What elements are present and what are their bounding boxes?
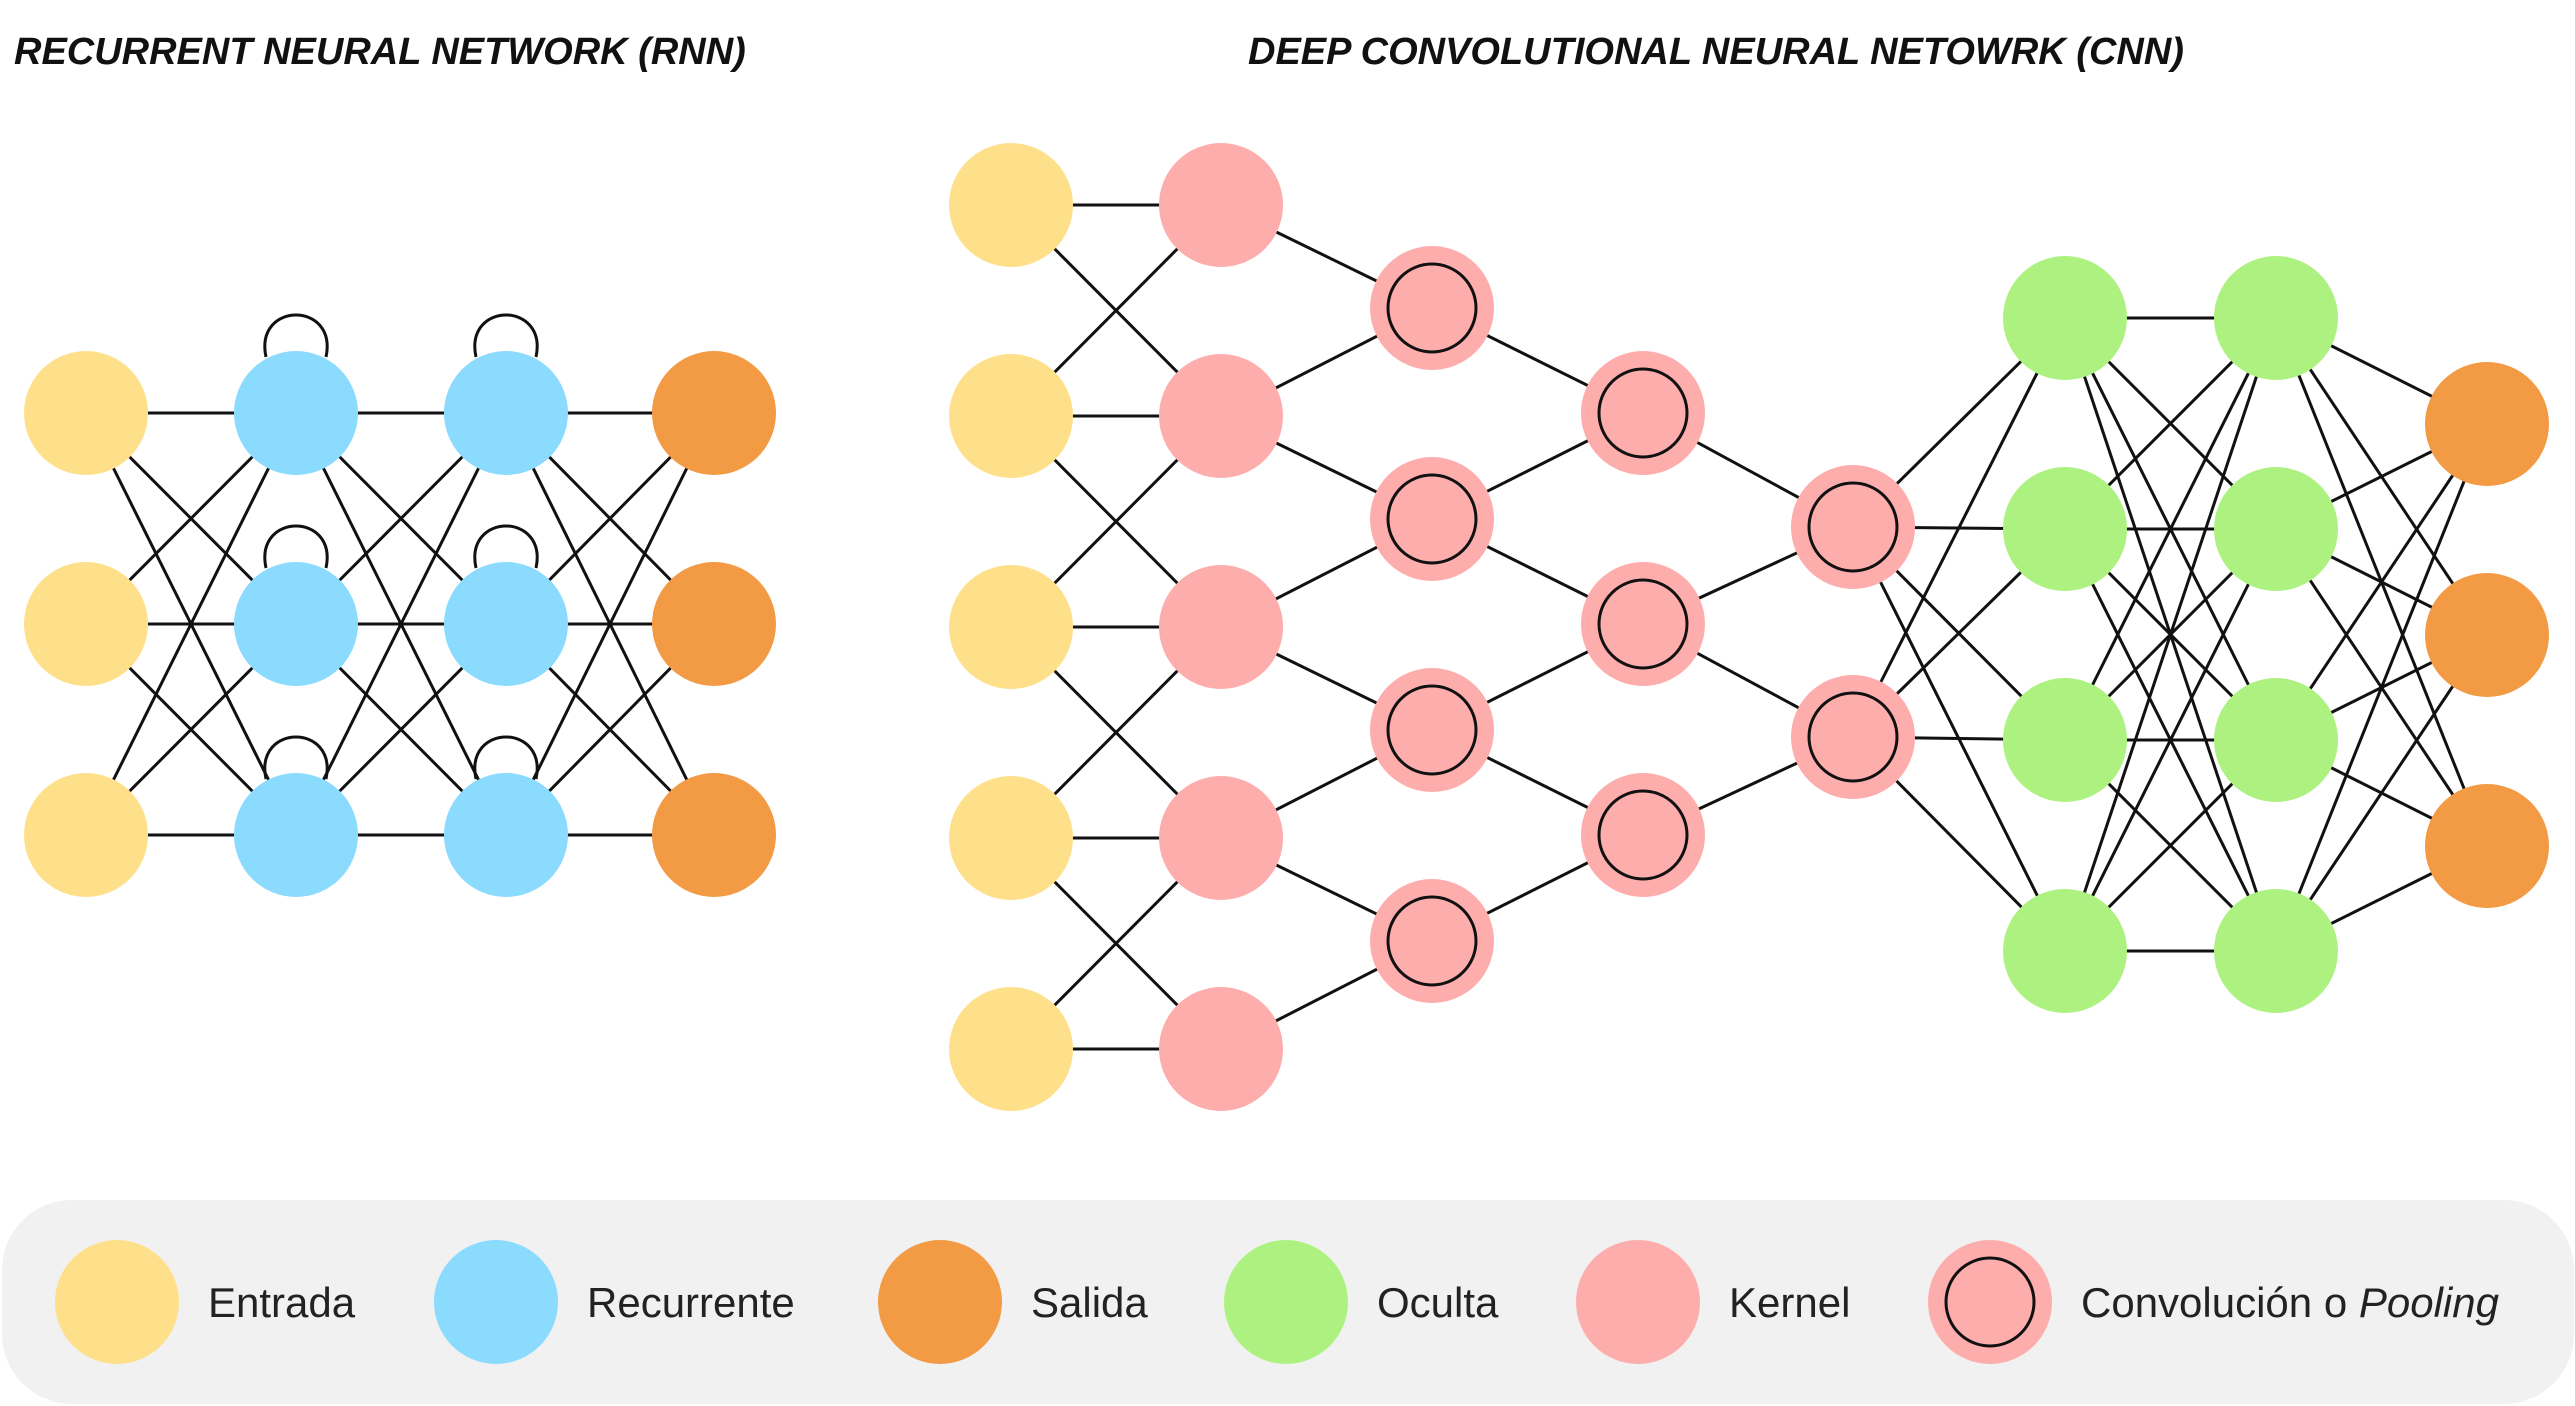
legend-label: Kernel [1729,1279,1850,1326]
rnn-recurrent-node [234,562,358,686]
self-loop [263,735,329,780]
rnn-recurrent-node [444,562,568,686]
rnn-output-node [652,773,776,897]
legend-label: Oculta [1377,1279,1499,1326]
cnn-connection [1851,317,2067,738]
self-loop [473,313,539,358]
cnn-output-node [2425,784,2549,908]
cnn-nodes [949,143,2549,1111]
cnn-hidden-node [2003,889,2127,1013]
legend-label: Convolución o Pooling [2081,1279,2499,1326]
rnn-input-node [24,562,148,686]
cnn-hidden-node [2214,256,2338,380]
recurrent-node-icon [434,1240,558,1364]
legend: Entrada Recurrente Salida Oculta Kernel Convo… [2,1200,2574,1404]
cnn-convolution-node [1791,465,1915,589]
cnn-connection [2063,317,2278,952]
cnn-hidden-node [2214,678,2338,802]
rnn-recurrent-node [444,351,568,475]
legend-label: Recurrente [587,1279,795,1326]
cnn-convolution-node [1581,562,1705,686]
cnn-convolution-node [1370,246,1494,370]
legend-label: Entrada [208,1279,356,1326]
cnn-input-node [949,354,1073,478]
rnn-output-node [652,351,776,475]
rnn-connection [294,412,508,836]
legend-item-hidden: Oculta [1224,1240,1499,1364]
cnn-hidden-node [2214,889,2338,1013]
legend-item-input: Entrada [55,1240,356,1364]
legend-item-kernel: Kernel [1576,1240,1850,1364]
rnn-input-node [24,773,148,897]
cnn-title: DEEP CONVOLUTIONAL NEURAL NETOWRK (CNN) [1248,31,2184,73]
cnn-hidden-node [2003,678,2127,802]
legend-item-recurrent: Recurrente [434,1240,795,1364]
cnn-convolution-node [1370,668,1494,792]
cnn-convolution-node [1370,457,1494,581]
rnn-title: RECURRENT NEURAL NETWORK (RNN) [14,31,746,73]
cnn-kernel-node [1159,776,1283,900]
cnn-connection [2063,528,2278,952]
cnn-input-node [949,143,1073,267]
cnn-kernel-node [1159,565,1283,689]
rnn-connection [504,412,716,836]
cnn-connection [2274,634,2489,952]
input-node-icon [55,1240,179,1364]
cnn-convolution-node [1370,879,1494,1003]
cnn-kernel-node [1159,354,1283,478]
rnn-connection [84,412,298,836]
kernel-node-icon [1576,1240,1700,1364]
cnn-kernel-node [1159,143,1283,267]
cnn-output-node [2425,573,2549,697]
hidden-node-icon [1224,1240,1348,1364]
cnn-convolution-node [1581,351,1705,475]
rnn-recurrent-node [444,773,568,897]
cnn-connection [2063,317,2278,741]
rnn-recurrent-node [234,351,358,475]
cnn-connection [2274,423,2489,741]
self-loop [263,524,329,569]
cnn-convolution-node [1791,675,1915,799]
legend-item-output: Salida [878,1240,1148,1364]
cnn-kernel-node [1159,987,1283,1111]
rnn-recurrent-node [234,773,358,897]
legend-item-convolution: Convolución o Pooling [1928,1240,2499,1364]
cnn-input-node [949,987,1073,1111]
self-loop [473,735,539,780]
cnn-connection [2274,423,2489,952]
rnn-self-loops [263,313,539,780]
convolution-node-icon [1928,1240,2052,1364]
rnn-edges [84,411,716,837]
rnn-output-node [652,562,776,686]
cnn-hidden-node [2214,467,2338,591]
output-node-icon [878,1240,1002,1364]
legend-label: Salida [1031,1279,1148,1326]
cnn-convolution-node [1581,773,1705,897]
rnn-input-node [24,351,148,475]
cnn-hidden-node [2003,256,2127,380]
self-loop [473,524,539,569]
cnn-input-node [949,565,1073,689]
cnn-output-node [2425,362,2549,486]
cnn-hidden-node [2003,467,2127,591]
self-loop [263,313,329,358]
cnn-input-node [949,776,1073,900]
rnn-nodes [24,351,776,897]
